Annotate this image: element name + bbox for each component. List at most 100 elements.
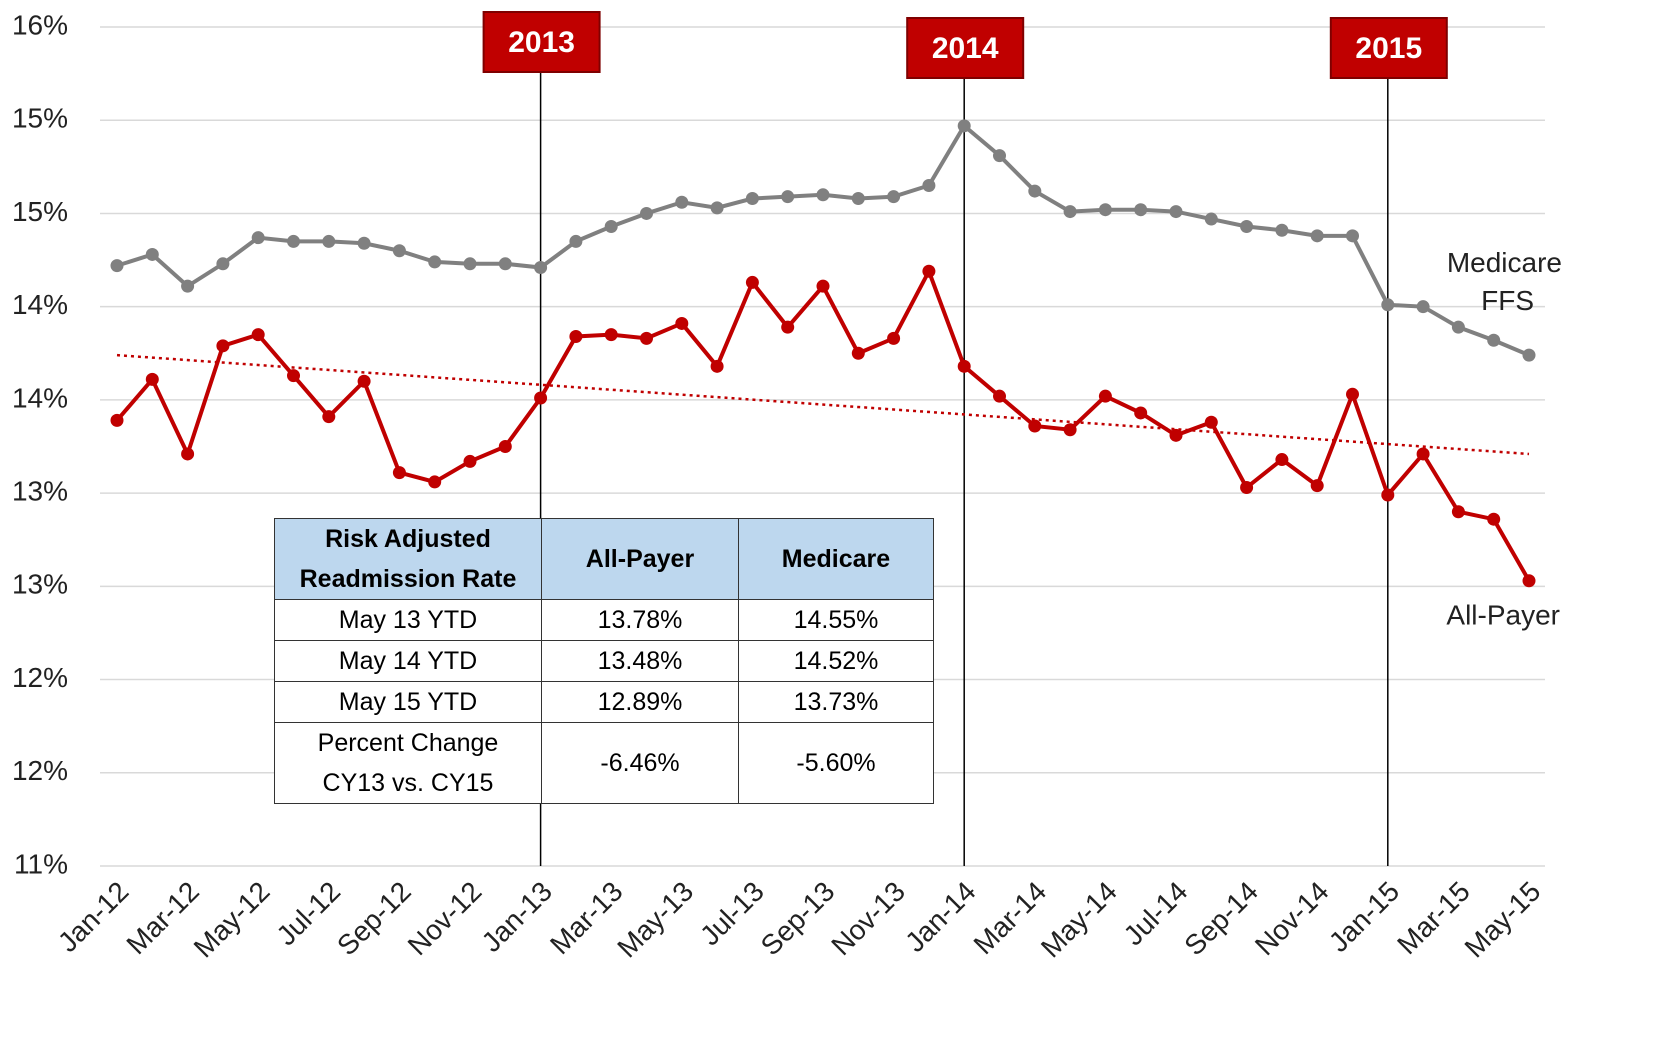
table-cell: Percent Change CY13 vs. CY15 xyxy=(274,722,542,804)
data-point xyxy=(1451,320,1465,334)
x-tick-label: Jan-14 xyxy=(899,876,981,958)
data-point xyxy=(851,192,865,206)
data-point xyxy=(1346,387,1359,401)
table-header: Risk Adjusted Readmission Rate All-Payer… xyxy=(274,518,934,600)
data-point xyxy=(781,320,795,334)
data-point xyxy=(145,372,159,386)
data-point xyxy=(745,275,759,289)
data-point xyxy=(1522,574,1536,588)
year-marker-label: 2015 xyxy=(1355,32,1422,65)
y-tick-label: 16% xyxy=(12,9,68,40)
data-point xyxy=(1381,298,1395,312)
data-point xyxy=(1098,203,1112,217)
data-point xyxy=(1451,505,1465,519)
x-tick-label: Nov-12 xyxy=(402,876,488,962)
data-point xyxy=(357,374,371,388)
data-point xyxy=(1275,453,1289,467)
data-point xyxy=(887,190,901,204)
data-point xyxy=(1416,447,1430,461)
data-point xyxy=(887,331,901,345)
table-row: May 15 YTD 12.89% 13.73% xyxy=(274,681,934,723)
table-cell: 12.89% xyxy=(541,681,739,723)
data-point xyxy=(287,369,300,383)
y-tick-label: 15% xyxy=(12,196,68,227)
data-point xyxy=(816,188,830,202)
x-tick-label: Jan-15 xyxy=(1323,876,1405,958)
data-point xyxy=(710,201,724,215)
header-cell: All-Payer xyxy=(541,518,739,600)
data-point xyxy=(216,257,230,271)
data-point xyxy=(957,359,971,373)
data-point xyxy=(1346,229,1359,243)
x-tick-label: Sep-14 xyxy=(1178,876,1264,962)
data-point xyxy=(710,359,724,373)
data-point xyxy=(1134,406,1148,420)
y-tick-label: 15% xyxy=(12,103,68,134)
table-cell: 14.52% xyxy=(738,640,934,682)
data-point xyxy=(640,331,653,345)
table-cell: May 15 YTD xyxy=(274,681,542,723)
x-tick-label: May-15 xyxy=(1459,876,1547,964)
data-point xyxy=(604,219,618,233)
data-point xyxy=(1381,488,1395,502)
header-cell: Risk Adjusted Readmission Rate xyxy=(274,518,542,600)
table-cell: -6.46% xyxy=(541,722,739,804)
data-point xyxy=(251,328,265,342)
trendline xyxy=(116,353,1530,456)
data-point xyxy=(428,475,442,489)
x-tick-label: Nov-14 xyxy=(1249,876,1335,962)
data-point xyxy=(110,259,124,273)
x-tick-label: May-13 xyxy=(611,876,699,964)
year-marker-box xyxy=(482,11,601,73)
data-point xyxy=(287,234,300,248)
data-point xyxy=(498,440,512,453)
table-cell: 13.48% xyxy=(541,640,739,682)
data-point xyxy=(322,234,336,248)
data-point xyxy=(1275,223,1289,237)
year-marker-box xyxy=(1329,17,1448,79)
x-tick-label: Jan-12 xyxy=(52,876,134,958)
data-point xyxy=(604,328,618,342)
data-point xyxy=(1487,512,1501,526)
data-point xyxy=(1240,219,1254,233)
data-point xyxy=(745,192,759,206)
year-marker-label: 2014 xyxy=(932,32,999,65)
data-point xyxy=(498,257,512,271)
summary-table: Risk Adjusted Readmission Rate All-Payer… xyxy=(274,518,934,804)
data-point xyxy=(251,231,265,245)
table-cell: May 14 YTD xyxy=(274,640,542,682)
data-point xyxy=(1063,205,1077,219)
data-point xyxy=(816,279,830,293)
data-point xyxy=(463,454,477,468)
data-point xyxy=(1416,300,1430,314)
data-point xyxy=(322,410,336,424)
data-point xyxy=(1169,428,1183,442)
series-label: Medicare FFS xyxy=(1447,247,1562,316)
data-point xyxy=(1063,423,1077,437)
y-tick-label: 12% xyxy=(12,662,68,693)
year-marker-label: 2013 xyxy=(508,26,575,59)
data-point xyxy=(181,279,195,293)
data-point xyxy=(1028,419,1042,433)
data-point xyxy=(357,236,371,250)
data-point xyxy=(392,466,406,480)
data-point xyxy=(1522,348,1536,362)
data-point xyxy=(993,149,1006,163)
y-tick-label: 13% xyxy=(12,569,68,600)
x-tick-label: Jan-13 xyxy=(476,876,558,958)
y-tick-label: 12% xyxy=(12,755,68,786)
x-tick-label: Sep-12 xyxy=(331,876,417,962)
data-point xyxy=(1204,415,1218,429)
table-row: Percent Change CY13 vs. CY15 -6.46% -5.60% xyxy=(274,722,934,804)
data-point xyxy=(675,195,689,209)
y-tick-label: 13% xyxy=(12,476,68,507)
data-point xyxy=(216,339,230,353)
data-point xyxy=(1310,479,1324,493)
x-tick-label: Nov-13 xyxy=(825,876,911,962)
data-point xyxy=(781,190,795,204)
data-point xyxy=(428,255,442,269)
header-cell: Medicare xyxy=(738,518,934,600)
x-tick-label: Sep-13 xyxy=(755,876,841,962)
data-point xyxy=(675,316,689,330)
data-point xyxy=(463,257,477,271)
